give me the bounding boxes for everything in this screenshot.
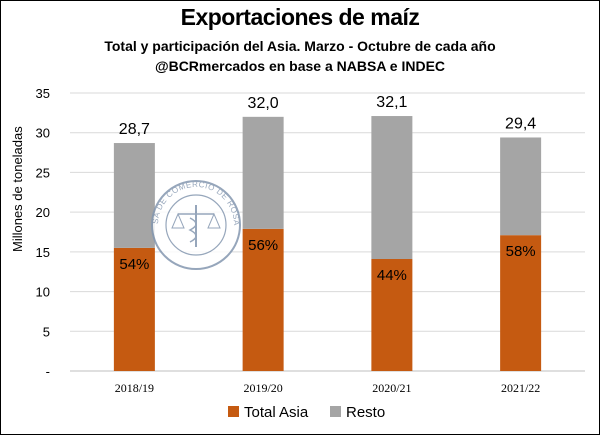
y-tick-label: 20	[36, 205, 50, 220]
legend-label: Total Asia	[244, 404, 309, 421]
gridlines	[70, 92, 585, 372]
share-label: 54%	[119, 256, 149, 273]
y-tick-labels: - 5 10 15 20 25 30 35	[36, 86, 50, 379]
bar-resto	[500, 137, 542, 236]
bar-resto	[371, 116, 413, 260]
legend: Total Asia Resto	[228, 404, 385, 421]
share-label: 58%	[506, 243, 536, 260]
legend-swatch	[228, 406, 239, 417]
total-label: 32,0	[248, 95, 279, 112]
x-tick-label: 2019/20	[243, 381, 282, 395]
x-tick-label: 2018/19	[115, 381, 154, 395]
y-tick-label: 25	[36, 165, 50, 180]
bar-resto	[113, 143, 155, 248]
chart-source: @BCRmercados en base a NABSA e INDEC	[154, 58, 446, 74]
data-labels: 54% 28,7 56% 32,0 44% 32,1 58% 29,4	[119, 94, 536, 284]
y-tick-label: -	[46, 364, 50, 379]
bar-total-asia	[242, 228, 284, 371]
chart-title: Exportaciones de maíz	[180, 4, 420, 30]
y-tick-label: 30	[36, 126, 50, 141]
chart-subtitle: Total y participación del Asia. Marzo - …	[104, 38, 496, 54]
y-tick-label: 5	[43, 324, 50, 339]
legend-label: Resto	[346, 404, 385, 421]
x-tick-labels: 2018/19 2019/20 2020/21 2021/22	[115, 381, 541, 395]
bars	[113, 116, 542, 371]
y-tick-label: 35	[36, 86, 50, 101]
y-tick-label: 15	[36, 245, 50, 260]
share-label: 44%	[377, 267, 407, 284]
total-label: 29,4	[505, 115, 536, 132]
bar-resto	[242, 116, 284, 229]
bar-total-asia	[500, 235, 542, 371]
bar-total-asia	[371, 259, 413, 371]
total-label: 28,7	[119, 121, 150, 138]
y-tick-label: 10	[36, 285, 50, 300]
x-tick-label: 2020/21	[372, 381, 411, 395]
legend-swatch	[330, 406, 341, 417]
total-label: 32,1	[376, 94, 407, 111]
x-tick-label: 2021/22	[501, 381, 540, 395]
bar-total-asia	[113, 247, 155, 371]
share-label: 56%	[248, 237, 278, 254]
